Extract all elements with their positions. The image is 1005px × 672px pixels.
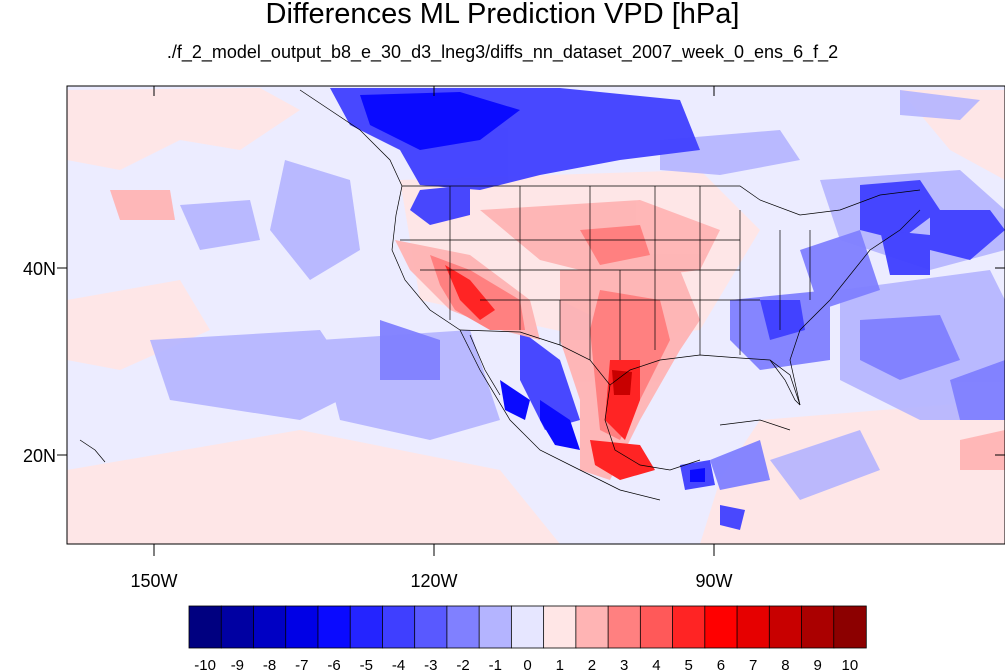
colorbar-box <box>704 605 738 649</box>
colorbar-label: 5 <box>685 657 693 672</box>
colorbar-box <box>285 605 319 649</box>
colorbar-label: -7 <box>295 657 308 672</box>
map-subtitle: ./f_2_model_output_b8_e_30_d3_lneg3/diff… <box>166 42 839 62</box>
colorbar-label: -8 <box>263 657 276 672</box>
lon-tick-90w: 90W <box>695 571 732 591</box>
colorbar-label: 6 <box>717 657 725 672</box>
colorbar-box <box>478 605 513 649</box>
tick-marks <box>57 86 1005 556</box>
map-title: Differences ML Prediction VPD [hPa] <box>265 0 740 30</box>
colorbar-label: -3 <box>424 657 437 672</box>
colorbar-label: 4 <box>652 657 660 672</box>
colorbar-label: 10 <box>842 657 859 672</box>
colorbar-labels: -10 -9 -8 -7 -6 -5 -4 -3 -2 -1 0 1 2 3 4 5 6 7 8 9 10 <box>194 657 858 672</box>
colorbar-box <box>833 605 867 649</box>
colorbar-box <box>672 605 706 649</box>
lon-tick-120w: 120W <box>410 571 457 591</box>
vpd-difference-field <box>67 86 1005 544</box>
colorbar-box <box>253 605 287 649</box>
colorbar-label: 3 <box>620 657 628 672</box>
colorbar-box <box>543 605 577 649</box>
lon-tick-150w: 150W <box>130 571 177 591</box>
colorbar-label: 2 <box>588 657 596 672</box>
colorbar-box <box>639 605 674 649</box>
colorbar-box <box>349 605 384 649</box>
colorbar-label: 0 <box>523 657 531 672</box>
colorbar-label: 7 <box>749 657 757 672</box>
colorbar-box <box>220 605 255 649</box>
colorbar-label: 1 <box>556 657 564 672</box>
colorbar-box <box>414 605 448 649</box>
colorbar-box <box>382 605 416 649</box>
colorbar-box <box>801 605 835 649</box>
colorbar-box <box>575 605 609 649</box>
colorbar-label: -1 <box>489 657 502 672</box>
colorbar-label: -10 <box>194 657 216 672</box>
lat-tick-40n: 40N <box>23 259 56 279</box>
colorbar-label: -6 <box>327 657 340 672</box>
colorbar <box>188 605 867 649</box>
plot-frame <box>66 85 1005 545</box>
lat-tick-20n: 20N <box>23 446 56 466</box>
boundary-lines <box>79 89 921 501</box>
colorbar-box <box>510 605 545 649</box>
colorbar-label: 8 <box>781 657 789 672</box>
colorbar-label: 9 <box>813 657 821 672</box>
colorbar-box <box>607 605 642 649</box>
colorbar-box <box>736 605 770 649</box>
colorbar-label: -4 <box>392 657 405 672</box>
colorbar-label: -2 <box>456 657 469 672</box>
colorbar-label: -9 <box>231 657 244 672</box>
colorbar-box <box>768 605 803 649</box>
colorbar-box <box>188 605 222 649</box>
colorbar-box <box>446 605 480 649</box>
colorbar-label: -5 <box>360 657 373 672</box>
colorbar-box <box>317 605 351 649</box>
